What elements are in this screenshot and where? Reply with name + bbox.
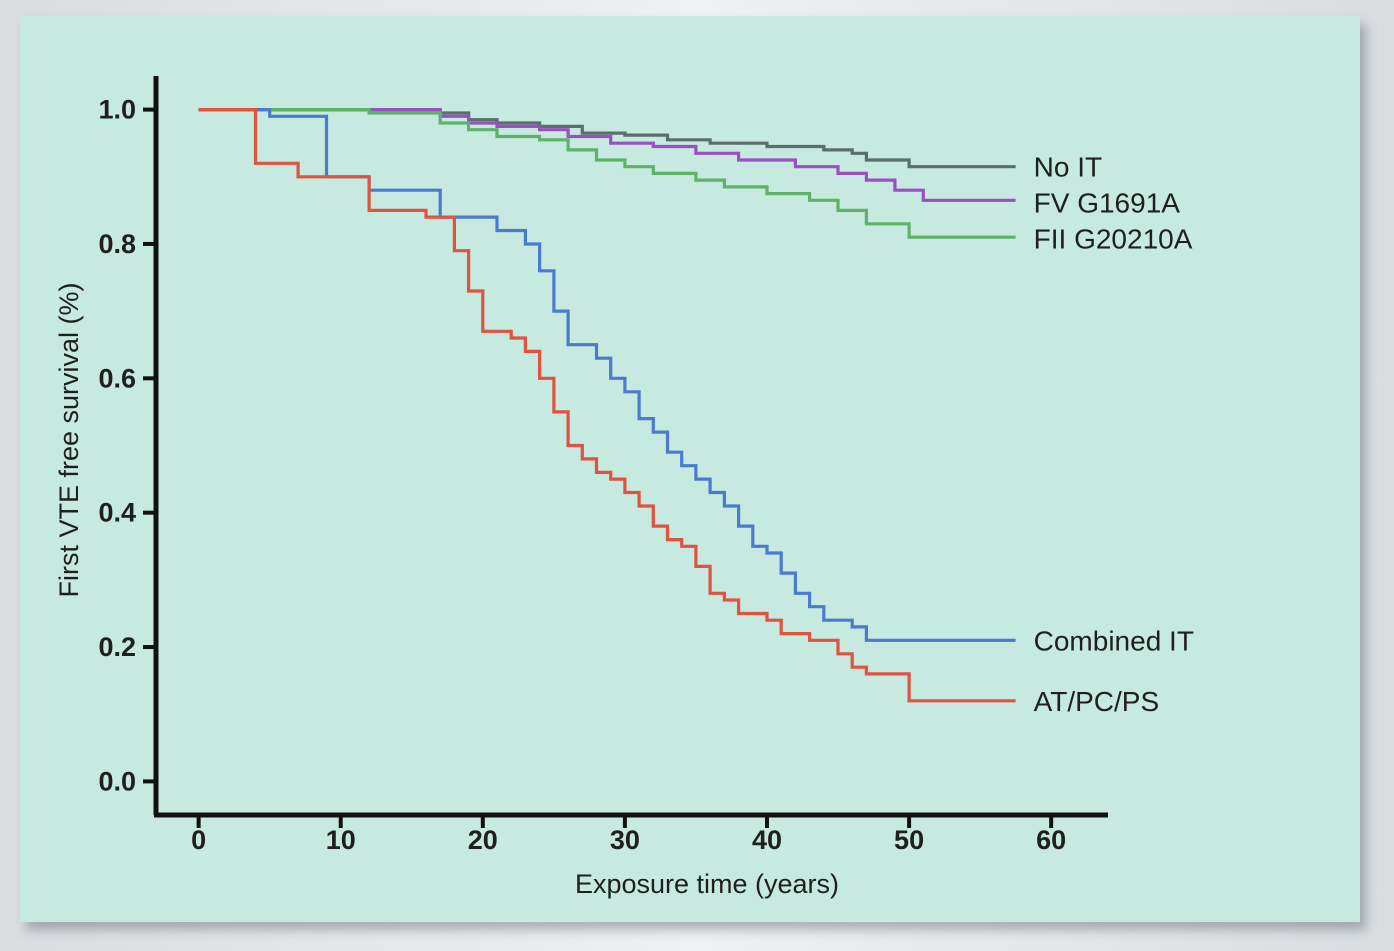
x-tick-label: 30 (610, 825, 640, 855)
series-label-fv-g1691a: FV G1691A (1034, 188, 1181, 219)
series-line-at-pc-ps (198, 108, 1016, 703)
ticks: 0 10 20 30 40 50 60 0.0 0.2 0.4 0.6 0.8 1.0 (98, 95, 1066, 855)
legend-labels: No IT FV G1691A FII G20210A Combined IT AT/P… (1034, 152, 1194, 717)
x-tick-label: 0 (191, 825, 206, 855)
x-tick-label: 20 (468, 825, 498, 855)
y-tick-label: 0.6 (98, 363, 136, 393)
y-axis-title: First VTE free survival (%) (54, 282, 84, 597)
series-label-fii-g20210a: FII G20210A (1034, 224, 1193, 255)
series-line-no-it (198, 108, 1016, 169)
x-tick-label: 50 (894, 825, 924, 855)
series-line-fii-g20210a (198, 108, 1016, 239)
series-label-at-pc-ps: AT/PC/PS (1034, 686, 1160, 717)
y-tick-label: 0.4 (98, 498, 136, 528)
x-tick-label: 40 (752, 825, 782, 855)
series-lines (198, 108, 1016, 703)
y-tick-label: 0.8 (98, 229, 136, 259)
series-label-combined-it: Combined IT (1034, 625, 1194, 656)
axes (153, 76, 1108, 818)
chart-panel (20, 16, 1360, 922)
series-line-fv-g1691a (198, 108, 1016, 202)
x-axis-title: Exposure time (years) (575, 869, 839, 899)
x-tick-label: 10 (326, 825, 356, 855)
y-tick-label: 0.2 (98, 632, 136, 662)
y-tick-label: 1.0 (98, 95, 136, 125)
series-label-no-it: No IT (1034, 152, 1102, 183)
series-line-combined-it (198, 108, 1016, 642)
y-tick-label: 0.0 (98, 766, 136, 796)
x-tick-label: 60 (1036, 825, 1066, 855)
